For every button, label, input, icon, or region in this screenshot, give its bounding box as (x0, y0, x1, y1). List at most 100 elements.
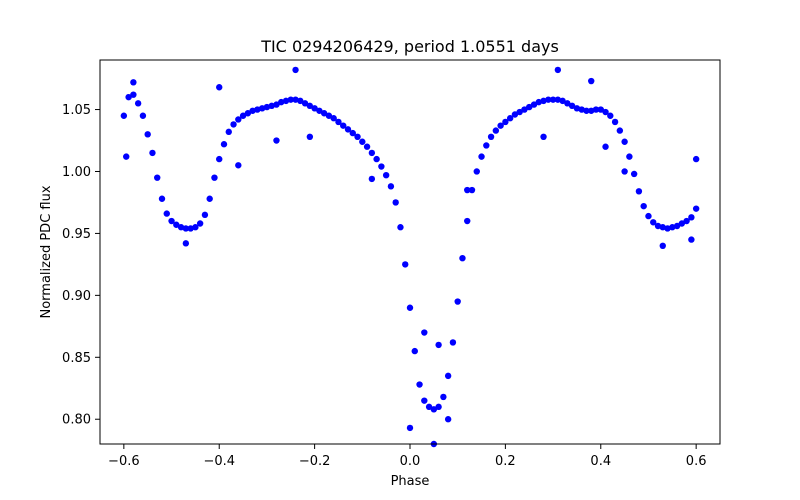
x-tick-label: −0.2 (299, 454, 331, 469)
data-point (640, 202, 647, 210)
data-point (583, 107, 590, 114)
data-point (144, 131, 151, 138)
data-point (397, 224, 404, 231)
data-point (273, 137, 280, 144)
data-point (497, 122, 504, 129)
data-point (320, 110, 328, 117)
data-point (125, 93, 132, 101)
data-point (344, 126, 352, 133)
data-point (416, 381, 423, 388)
data-point (473, 168, 480, 175)
data-point (516, 108, 523, 116)
data-point (354, 133, 361, 140)
y-tick-label: 0.85 (62, 351, 91, 366)
data-point (678, 220, 686, 227)
data-point (349, 129, 356, 137)
data-point (545, 96, 552, 103)
data-point (273, 101, 280, 108)
data-point (206, 195, 213, 202)
data-point (158, 195, 166, 202)
y-tick-label: 1.00 (62, 165, 91, 180)
data-point (559, 97, 566, 105)
data-point (330, 115, 337, 122)
data-point (688, 214, 695, 221)
data-point (406, 424, 414, 432)
data-point (592, 106, 600, 113)
data-point (130, 79, 137, 86)
data-point (123, 153, 130, 160)
data-point (645, 212, 652, 220)
data-point (611, 118, 619, 126)
data-point (630, 170, 638, 178)
data-point (568, 102, 576, 110)
data-point (325, 112, 333, 119)
data-point (387, 183, 395, 190)
data-point (182, 225, 190, 232)
x-axis: −0.6 −0.4 −0.2 0.0 0.2 0.4 0.6 (108, 444, 706, 469)
data-point (692, 205, 700, 212)
data-point (316, 107, 323, 114)
data-point (287, 96, 294, 103)
data-point (621, 138, 628, 145)
data-point (297, 97, 304, 105)
data-point (311, 105, 318, 112)
data-point (225, 128, 232, 136)
data-point (378, 163, 385, 170)
data-point (335, 118, 342, 126)
data-point (616, 127, 624, 134)
x-tick-label: 0.0 (400, 454, 421, 469)
data-point (130, 91, 137, 98)
data-point (402, 261, 409, 268)
data-point (211, 174, 218, 181)
data-point (440, 393, 447, 401)
data-point (588, 77, 595, 85)
data-point (487, 133, 495, 140)
y-axis: 0.80 0.85 0.90 0.95 1.00 1.05 (62, 103, 100, 428)
data-point (673, 222, 681, 230)
data-point (196, 220, 204, 227)
data-point (511, 111, 519, 118)
data-point (392, 199, 399, 206)
data-point (464, 217, 471, 225)
data-point (239, 112, 247, 119)
data-point (373, 155, 380, 163)
data-point (216, 84, 223, 91)
data-point (540, 133, 547, 140)
data-point (602, 108, 609, 116)
data-point (430, 406, 438, 413)
y-tick-label: 1.05 (62, 103, 91, 118)
data-point (134, 100, 142, 107)
data-point (549, 96, 557, 103)
data-point (120, 112, 128, 119)
data-point (301, 100, 309, 107)
data-point (444, 372, 452, 380)
data-point (444, 416, 452, 423)
x-tick-label: 0.4 (590, 454, 611, 469)
data-point (368, 149, 376, 157)
data-point (626, 153, 633, 160)
data-point (683, 217, 690, 225)
data-point (521, 106, 528, 113)
chart-title: TIC 0294206429, period 1.0551 days (260, 37, 559, 56)
data-point (425, 403, 433, 411)
data-point (173, 221, 180, 228)
x-tick-label: −0.6 (108, 454, 140, 469)
data-point (459, 254, 466, 262)
y-tick-label: 0.90 (62, 289, 91, 304)
data-point (492, 127, 500, 134)
data-point (621, 168, 628, 175)
data-point (201, 211, 209, 219)
data-point (449, 339, 457, 346)
data-point (650, 219, 657, 226)
data-point (163, 210, 170, 217)
data-point (435, 341, 442, 349)
data-point (421, 397, 428, 404)
data-point (216, 155, 223, 163)
data-point (483, 142, 490, 149)
data-point (506, 115, 514, 122)
data-point (530, 101, 538, 108)
x-tick-label: 0.2 (495, 454, 516, 469)
data-point (382, 172, 390, 179)
data-point (478, 153, 485, 160)
